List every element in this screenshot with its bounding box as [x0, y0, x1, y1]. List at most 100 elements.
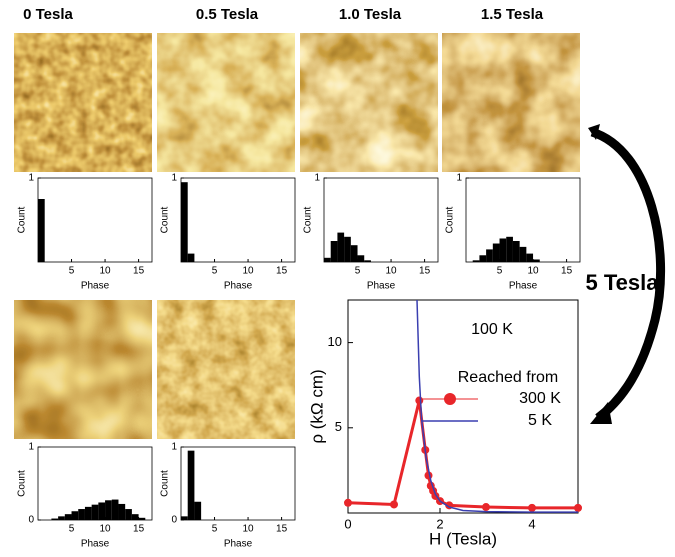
arrow [590, 127, 665, 422]
x-tick-label: 10 [99, 266, 111, 277]
histogram-bar [138, 517, 146, 520]
histogram-bar [512, 241, 520, 262]
histogram-bar [499, 238, 507, 262]
y-tick-label: 1 [28, 173, 34, 184]
data-point [482, 503, 490, 512]
histogram-bar [357, 255, 365, 262]
y-axis-label: ρ (kΩ cm) [307, 369, 326, 443]
y-tick-label: 10 [328, 334, 342, 349]
histogram-bar [78, 509, 85, 520]
panel-title: 1.0 Tesla [339, 6, 402, 23]
data-point [415, 396, 424, 405]
x-tick-label: 5 [69, 266, 75, 277]
phase-image [14, 300, 152, 439]
x-tick-label: 10 [99, 524, 111, 535]
y-axis-label: Count [160, 470, 171, 497]
histogram-bar [125, 509, 132, 520]
data-point [574, 503, 582, 512]
x-tick-label: 5 [355, 266, 361, 277]
plot-frame [37, 177, 153, 263]
x-tick-label: 0 [344, 516, 351, 531]
y-tick-label: 1 [314, 173, 320, 184]
histogram-bar [194, 501, 202, 520]
histogram-bar [187, 450, 195, 520]
legend-label: 5 K [528, 412, 552, 429]
phase-image [157, 33, 295, 172]
panel-title: 0.5 Tesla [196, 6, 259, 23]
histogram-bar [364, 260, 371, 262]
histogram-bar [58, 516, 65, 520]
y-tick-label: 5 [335, 419, 342, 434]
histogram-bar [98, 502, 106, 520]
phase-image [442, 33, 580, 172]
histogram-bar [486, 249, 493, 262]
histogram-bar [330, 241, 338, 262]
histogram-bar [506, 236, 513, 262]
panel-title: 1.5 Tesla [481, 6, 544, 23]
histogram-bar [118, 503, 126, 520]
y-axis-label: Count [303, 206, 314, 233]
histogram-bar [91, 504, 99, 520]
histogram-bar [181, 182, 188, 262]
histogram-bar [526, 253, 534, 262]
y-tick-label: 0 [28, 515, 34, 526]
x-tick-label: 5 [69, 524, 75, 535]
x-tick-label: 2 [436, 516, 443, 531]
histogram-bar [181, 516, 188, 520]
data-line [416, 300, 578, 513]
y-tick-label: 1 [456, 173, 462, 184]
arrow-head [590, 402, 612, 424]
x-tick-label: 4 [528, 516, 535, 531]
x-tick-label: 5 [212, 524, 218, 535]
histogram-bar [51, 518, 59, 520]
data-point [344, 498, 352, 507]
phase-image [300, 33, 438, 172]
data-point [390, 500, 398, 509]
histogram-bar [519, 246, 527, 262]
y-axis-label: Count [17, 470, 28, 497]
x-tick-label: 15 [133, 524, 145, 535]
x-tick-label: 10 [527, 266, 539, 277]
histogram-bar [71, 511, 79, 520]
plot-frame [347, 299, 579, 514]
y-tick-label: 1 [171, 173, 177, 184]
data-point [528, 503, 536, 512]
histogram-bar [479, 255, 487, 262]
histogram-bar [472, 260, 480, 262]
histogram-bar [84, 506, 92, 520]
histogram-bar [38, 199, 45, 262]
y-axis-label: Count [445, 206, 456, 233]
plot-frame [180, 446, 296, 521]
histogram-bar [187, 253, 195, 262]
x-tick-label: 10 [242, 524, 254, 535]
x-tick-label: 10 [385, 266, 397, 277]
x-tick-label: 10 [242, 266, 254, 277]
y-tick-label: 1 [171, 442, 177, 453]
histogram-bar [64, 514, 72, 520]
histogram-bar [337, 232, 345, 262]
histogram-bar [533, 259, 540, 262]
histogram-bar [344, 236, 351, 262]
field-label: 5 Tesla [586, 270, 660, 295]
x-axis-label: Phase [224, 281, 253, 292]
plot-frame [323, 177, 439, 263]
annotation: 100 K [471, 321, 513, 338]
phase-image [14, 33, 152, 172]
legend-label: 300 K [519, 390, 561, 407]
y-axis-label: Count [160, 206, 171, 233]
histogram-bar [350, 245, 358, 262]
x-tick-label: 15 [561, 266, 573, 277]
phase-image [157, 300, 295, 439]
histogram-bar [131, 514, 139, 520]
x-axis-label: Phase [367, 281, 396, 292]
x-tick-label: 15 [133, 266, 145, 277]
x-tick-label: 15 [419, 266, 431, 277]
legend-title: Reached from [458, 369, 559, 386]
x-tick-label: 5 [212, 266, 218, 277]
y-tick-label: 0 [171, 515, 177, 526]
x-axis-label: Phase [81, 539, 110, 550]
x-tick-label: 5 [497, 266, 503, 277]
plot-frame [180, 177, 296, 263]
x-axis-label: H (Tesla) [429, 529, 497, 548]
